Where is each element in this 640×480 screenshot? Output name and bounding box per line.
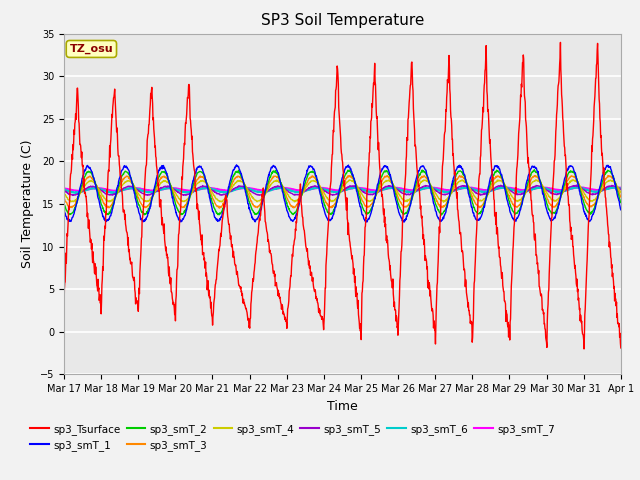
Title: SP3 Soil Temperature: SP3 Soil Temperature — [260, 13, 424, 28]
Line: sp3_smT_2: sp3_smT_2 — [64, 170, 621, 215]
Legend: sp3_Tsurface, sp3_smT_1, sp3_smT_2, sp3_smT_3, sp3_smT_4, sp3_smT_5, sp3_smT_6, : sp3_Tsurface, sp3_smT_1, sp3_smT_2, sp3_… — [30, 424, 555, 451]
sp3_smT_1 — [429, 201, 437, 206]
sp3_smT_7 — [60, 186, 68, 192]
sp3_smT_6 — [502, 185, 509, 191]
sp3_smT_5 — [171, 187, 179, 193]
sp3_smT_7 — [617, 185, 625, 191]
sp3_smT_5 — [184, 192, 192, 197]
sp3_Tsurface — [60, 308, 68, 314]
sp3_smT_1 — [233, 162, 241, 168]
sp3_smT_4 — [552, 198, 559, 204]
Line: sp3_smT_4: sp3_smT_4 — [64, 180, 621, 202]
sp3_Tsurface — [580, 346, 588, 352]
sp3_smT_1 — [60, 208, 68, 214]
sp3_smT_6 — [551, 189, 559, 194]
sp3_smT_6 — [429, 185, 437, 191]
sp3_smT_2 — [170, 196, 178, 202]
sp3_Tsurface — [170, 305, 178, 311]
sp3_smT_2 — [502, 187, 509, 192]
sp3_smT_1 — [246, 210, 254, 216]
sp3_smT_6 — [246, 187, 254, 192]
Y-axis label: Soil Temperature (C): Soil Temperature (C) — [21, 140, 35, 268]
sp3_smT_3 — [502, 185, 509, 191]
sp3_Tsurface — [246, 316, 254, 322]
sp3_smT_6 — [60, 187, 68, 192]
sp3_smT_3 — [184, 199, 191, 204]
Line: sp3_smT_6: sp3_smT_6 — [64, 187, 621, 193]
sp3_smT_2 — [429, 191, 436, 197]
sp3_smT_3 — [60, 195, 68, 201]
sp3_Tsurface — [184, 96, 191, 101]
sp3_smT_6 — [184, 190, 192, 195]
sp3_smT_5 — [502, 185, 509, 191]
sp3_smT_1 — [552, 214, 559, 219]
sp3_smT_4 — [617, 190, 625, 195]
sp3_Tsurface — [429, 308, 436, 313]
sp3_smT_3 — [531, 173, 538, 179]
sp3_smT_6 — [617, 186, 625, 192]
sp3_smT_7 — [113, 188, 120, 194]
sp3_smT_5 — [572, 182, 580, 188]
sp3_smT_4 — [532, 177, 540, 183]
sp3_smT_6 — [611, 184, 618, 190]
sp3_smT_3 — [170, 192, 178, 197]
sp3_smT_4 — [440, 199, 447, 205]
sp3_smT_2 — [184, 200, 191, 206]
Line: sp3_smT_5: sp3_smT_5 — [64, 185, 621, 195]
sp3_Tsurface — [557, 39, 564, 45]
sp3_smT_6 — [109, 190, 117, 196]
sp3_smT_4 — [60, 190, 68, 196]
sp3_smT_2 — [531, 167, 538, 173]
sp3_smT_7 — [171, 185, 179, 191]
X-axis label: Time: Time — [327, 400, 358, 413]
sp3_smT_5 — [551, 192, 559, 197]
sp3_smT_2 — [552, 209, 559, 215]
sp3_smT_3 — [246, 197, 254, 203]
sp3_smT_4 — [170, 188, 178, 194]
sp3_smT_1 — [502, 192, 510, 198]
sp3_smT_5 — [617, 187, 625, 192]
sp3_smT_7 — [184, 188, 192, 193]
sp3_smT_5 — [429, 186, 437, 192]
sp3_smT_3 — [215, 205, 223, 211]
sp3_smT_7 — [429, 185, 437, 191]
sp3_Tsurface — [551, 157, 559, 163]
sp3_smT_4 — [184, 196, 191, 202]
Line: sp3_smT_1: sp3_smT_1 — [64, 165, 621, 222]
Line: sp3_Tsurface: sp3_Tsurface — [64, 42, 621, 349]
sp3_smT_7 — [246, 185, 254, 191]
sp3_smT_2 — [246, 201, 254, 207]
sp3_smT_4 — [246, 191, 254, 197]
sp3_smT_3 — [617, 194, 625, 200]
sp3_smT_3 — [552, 204, 559, 209]
Text: TZ_osu: TZ_osu — [70, 44, 113, 54]
sp3_smT_7 — [576, 184, 584, 190]
sp3_smT_7 — [551, 187, 559, 192]
sp3_smT_7 — [502, 184, 509, 190]
sp3_smT_4 — [429, 185, 436, 191]
sp3_smT_6 — [171, 186, 179, 192]
Line: sp3_smT_7: sp3_smT_7 — [64, 187, 621, 191]
sp3_smT_4 — [502, 184, 509, 190]
sp3_smT_1 — [170, 203, 178, 209]
sp3_smT_5 — [68, 192, 76, 198]
sp3_Tsurface — [502, 301, 509, 307]
sp3_smT_3 — [429, 189, 437, 195]
sp3_smT_1 — [617, 207, 625, 213]
sp3_Tsurface — [617, 345, 625, 351]
sp3_smT_5 — [246, 188, 254, 194]
sp3_smT_2 — [617, 200, 625, 205]
sp3_smT_1 — [400, 219, 408, 225]
sp3_smT_1 — [184, 202, 191, 208]
sp3_smT_5 — [60, 188, 68, 193]
Line: sp3_smT_3: sp3_smT_3 — [64, 176, 621, 208]
sp3_smT_2 — [60, 200, 68, 205]
sp3_smT_2 — [437, 212, 445, 218]
